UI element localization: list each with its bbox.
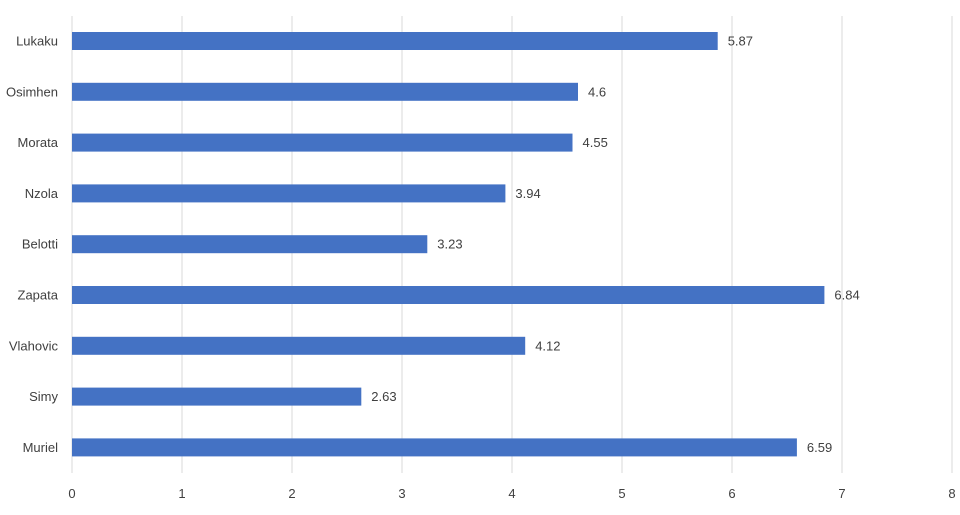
x-tick-label: 2 — [288, 486, 295, 501]
category-label: Osimhen — [6, 84, 58, 99]
category-labels: Lukaku Osimhen Morata Nzola Belotti Zapata Vla… — [6, 34, 59, 455]
bar-belotti — [72, 235, 428, 254]
data-label: 6.59 — [807, 440, 832, 455]
category-label: Nzola — [25, 186, 59, 201]
data-label: 6.84 — [834, 288, 859, 303]
x-axis-ticks: 0 1 2 3 4 5 6 7 8 — [68, 486, 955, 501]
x-tick-label: 1 — [178, 486, 185, 501]
bar-lukaku — [72, 32, 718, 50]
category-label: Vlahovic — [9, 338, 59, 353]
bar-nzola — [72, 184, 506, 203]
bar-zapata — [72, 286, 825, 304]
x-tick-label: 8 — [948, 486, 955, 501]
bar-simy — [72, 387, 362, 406]
data-label: 4.6 — [588, 84, 606, 99]
data-labels: 5.87 4.6 4.55 3.94 3.23 6.84 4.12 2.63 6.59 — [371, 34, 859, 455]
data-label: 3.23 — [437, 237, 462, 252]
bar-muriel — [72, 438, 797, 457]
x-tick-label: 5 — [618, 486, 625, 501]
x-tick-label: 3 — [398, 486, 405, 501]
category-label: Belotti — [22, 237, 58, 252]
data-label: 2.63 — [371, 389, 396, 404]
x-tick-label: 7 — [838, 486, 845, 501]
data-label: 4.12 — [535, 338, 560, 353]
bar-osimhen — [72, 82, 578, 101]
x-tick-label: 0 — [68, 486, 75, 501]
data-label: 3.94 — [515, 186, 540, 201]
category-label: Simy — [29, 389, 58, 404]
x-tick-label: 4 — [508, 486, 515, 501]
bar-morata — [72, 133, 573, 152]
category-label: Zapata — [18, 288, 59, 303]
data-label: 4.55 — [583, 135, 608, 150]
data-label: 5.87 — [728, 34, 753, 49]
category-label: Morata — [18, 135, 59, 150]
category-label: Muriel — [23, 440, 59, 455]
bar-vlahovic — [72, 336, 526, 355]
bars — [72, 32, 825, 457]
x-tick-label: 6 — [728, 486, 735, 501]
category-label: Lukaku — [16, 34, 58, 49]
